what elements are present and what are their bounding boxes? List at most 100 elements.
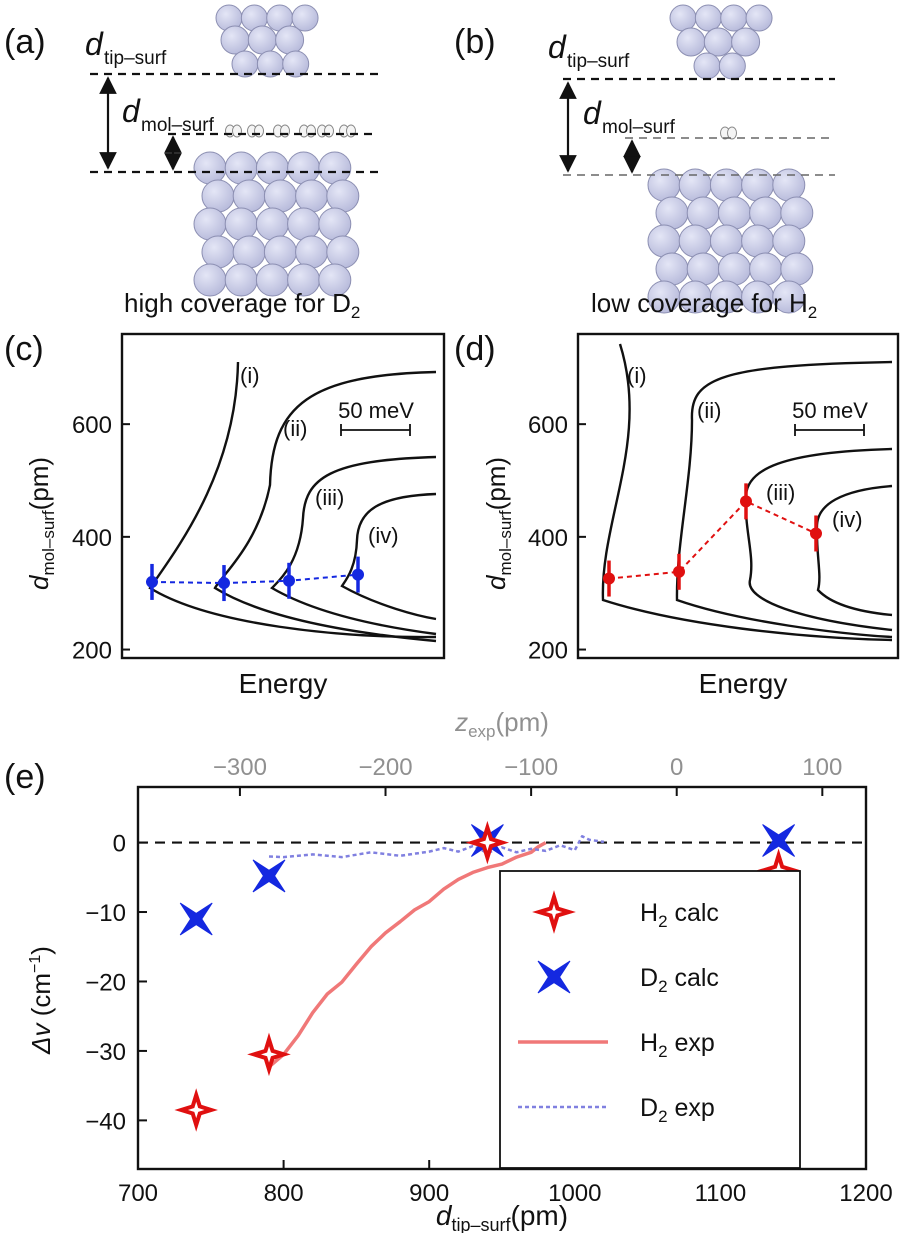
curve-label-iv: (iv) (368, 523, 399, 548)
atom (720, 4, 748, 32)
adsorbed-molecules-a (225, 124, 356, 138)
molecule-atom (232, 124, 242, 138)
d2-calc-point (762, 824, 796, 857)
connect-line (608, 500, 817, 580)
curve-label-ii: (ii) (283, 416, 307, 441)
panel-c-label: (c) (4, 330, 44, 368)
curve-label-iv: (iv) (832, 507, 863, 532)
mol-surf-distance-label-b: d mol–surf (583, 95, 676, 138)
atom (647, 168, 681, 202)
y-tick-label: −30 (85, 1039, 126, 1066)
curve-i (148, 361, 437, 639)
atom (318, 207, 352, 241)
y-tick-label: 200 (528, 638, 568, 665)
d2-exp-line (268, 835, 605, 859)
atom (647, 224, 681, 258)
top-tick-label: −200 (358, 754, 412, 781)
atom (655, 196, 689, 230)
x-tick-label: 900 (409, 1180, 449, 1207)
atom (741, 168, 775, 202)
atom (201, 179, 235, 213)
legend-label: D2 exp (640, 1094, 715, 1126)
data-point (352, 568, 364, 581)
caption-a: high coverage for D2 (124, 288, 360, 322)
data-point (218, 577, 230, 590)
data-points-d (603, 483, 822, 597)
curve-iv (340, 492, 437, 621)
top-tick-label: −300 (213, 754, 267, 781)
atom (709, 224, 743, 258)
curve-label-i: (i) (240, 363, 260, 388)
atom (780, 252, 814, 286)
atom (749, 196, 783, 230)
panel-a-label: (a) (4, 23, 46, 61)
panel-d: (d) 200 400 600 dmol–surf(pm) Energy (i) (… (454, 330, 900, 699)
atom (772, 224, 806, 258)
atom (232, 179, 266, 213)
curve-label-ii: (ii) (697, 398, 721, 423)
panel-e-label: (e) (4, 758, 46, 796)
tip-slab-b (676, 27, 761, 57)
curve-label-i: (i) (627, 363, 647, 388)
x-tick-label: 1100 (695, 1180, 747, 1207)
d-symbol: d (583, 95, 602, 131)
atom (255, 207, 289, 241)
tip-slab-a (215, 4, 319, 32)
curve-label-iii: (iii) (766, 480, 795, 505)
atom (318, 263, 352, 297)
atom (224, 151, 258, 185)
tip-slab-a (220, 25, 305, 55)
h2-calc-point (174, 1088, 218, 1132)
curve-label-iii: (iii) (315, 485, 344, 510)
plot-area-e (138, 820, 866, 1132)
data-point (603, 572, 615, 585)
tip-surf-subscript: tip–surf (104, 48, 167, 69)
y-axis-label-e: Δv (cm−1) (26, 946, 56, 1055)
y-tick-label: −40 (85, 1108, 126, 1135)
atom (247, 25, 277, 55)
scale-bar-label-c: 50 meV (338, 398, 414, 423)
d-symbol: d (548, 29, 567, 65)
atom (318, 151, 352, 185)
x-axis-label-d: Energy (699, 668, 788, 699)
caption-b: low coverage for H2 (591, 288, 817, 322)
legend-label: H2 calc (640, 899, 719, 931)
y-ticks-d: 200 400 600 (528, 412, 586, 665)
atom (731, 27, 761, 57)
energy-curves-d (601, 343, 893, 642)
atom (718, 52, 746, 80)
d-symbol: d (122, 93, 141, 129)
y-tick-label: 600 (72, 412, 112, 439)
atom (717, 252, 751, 286)
tip-surf-distance-label-b: d tip–surf (548, 29, 630, 72)
y-axis-label-d: dmol–surf(pm) (481, 457, 515, 590)
plot-frame-d (576, 332, 900, 660)
atom (295, 179, 329, 213)
top-tick-label: 0 (670, 754, 683, 781)
legend-items: H2 calc D2 calc H2 exp D2 exp (518, 890, 719, 1126)
x-tick-label: 1000 (548, 1180, 601, 1207)
scale-bar-label-d: 50 meV (792, 398, 868, 423)
h2-exp-line (267, 841, 547, 1069)
legend-item: D2 exp (518, 1094, 715, 1126)
panel-b-label: (b) (454, 23, 496, 61)
atom-slabs-b (647, 4, 814, 314)
atom (678, 224, 712, 258)
atom (275, 25, 305, 55)
atom (772, 168, 806, 202)
atom (745, 4, 773, 32)
atom (224, 207, 258, 241)
atom (193, 151, 227, 185)
atom (326, 179, 360, 213)
atom (772, 280, 806, 314)
h2-calc-point (532, 890, 576, 934)
curve-ii (675, 360, 893, 639)
atom (295, 235, 329, 269)
atom (291, 4, 319, 32)
atom (678, 168, 712, 202)
y-tick-label: 0 (113, 831, 126, 858)
tip-slab-b (669, 4, 773, 32)
atom (693, 52, 721, 80)
mol-surf-subscript: mol–surf (602, 117, 676, 138)
panel-b: (b) d tip–surf d mol–surf low coverage f… (454, 4, 835, 322)
